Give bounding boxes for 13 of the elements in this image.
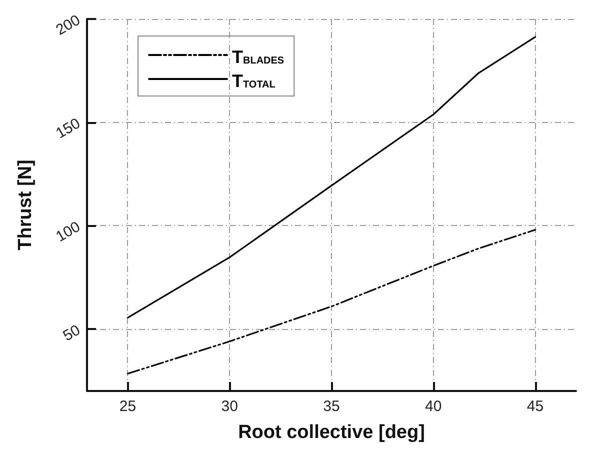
legend-label: TBLADES [232,47,284,67]
y-tick-label: 200 [53,12,84,39]
x-tick-label: 40 [425,398,442,415]
y-tick-label: 150 [53,114,84,142]
x-axis-title: Root collective [deg] [238,422,425,443]
x-tick-label: 45 [526,398,544,415]
y-axis-title: Thrust [N] [15,160,36,250]
x-tick-label: 35 [323,398,340,415]
x-tick-label: 30 [221,398,238,415]
x-tick-label: 25 [119,398,136,415]
y-tick-label: 100 [53,218,84,246]
y-tick-label: 50 [60,322,84,345]
legend-label: TTOTAL [232,71,276,91]
